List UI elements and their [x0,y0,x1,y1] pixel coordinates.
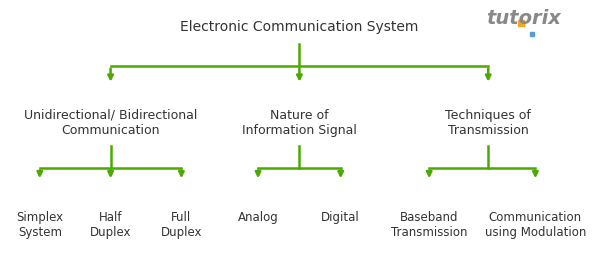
Text: Digital: Digital [322,211,360,224]
Text: Simplex
System: Simplex System [16,211,64,238]
Text: Unidirectional/ Bidirectional
Communication: Unidirectional/ Bidirectional Communicat… [24,109,197,137]
Text: Techniques of
Transmission: Techniques of Transmission [445,109,531,137]
Text: Baseband
Transmission: Baseband Transmission [391,211,467,238]
Text: Communication
using Modulation: Communication using Modulation [485,211,586,238]
Text: Full
Duplex: Full Duplex [161,211,202,238]
Text: Electronic Communication System: Electronic Communication System [180,20,419,34]
Text: Analog: Analog [238,211,278,224]
Text: Half
Duplex: Half Duplex [90,211,131,238]
Text: tutorix: tutorix [486,9,561,28]
Text: Nature of
Information Signal: Nature of Information Signal [242,109,357,137]
